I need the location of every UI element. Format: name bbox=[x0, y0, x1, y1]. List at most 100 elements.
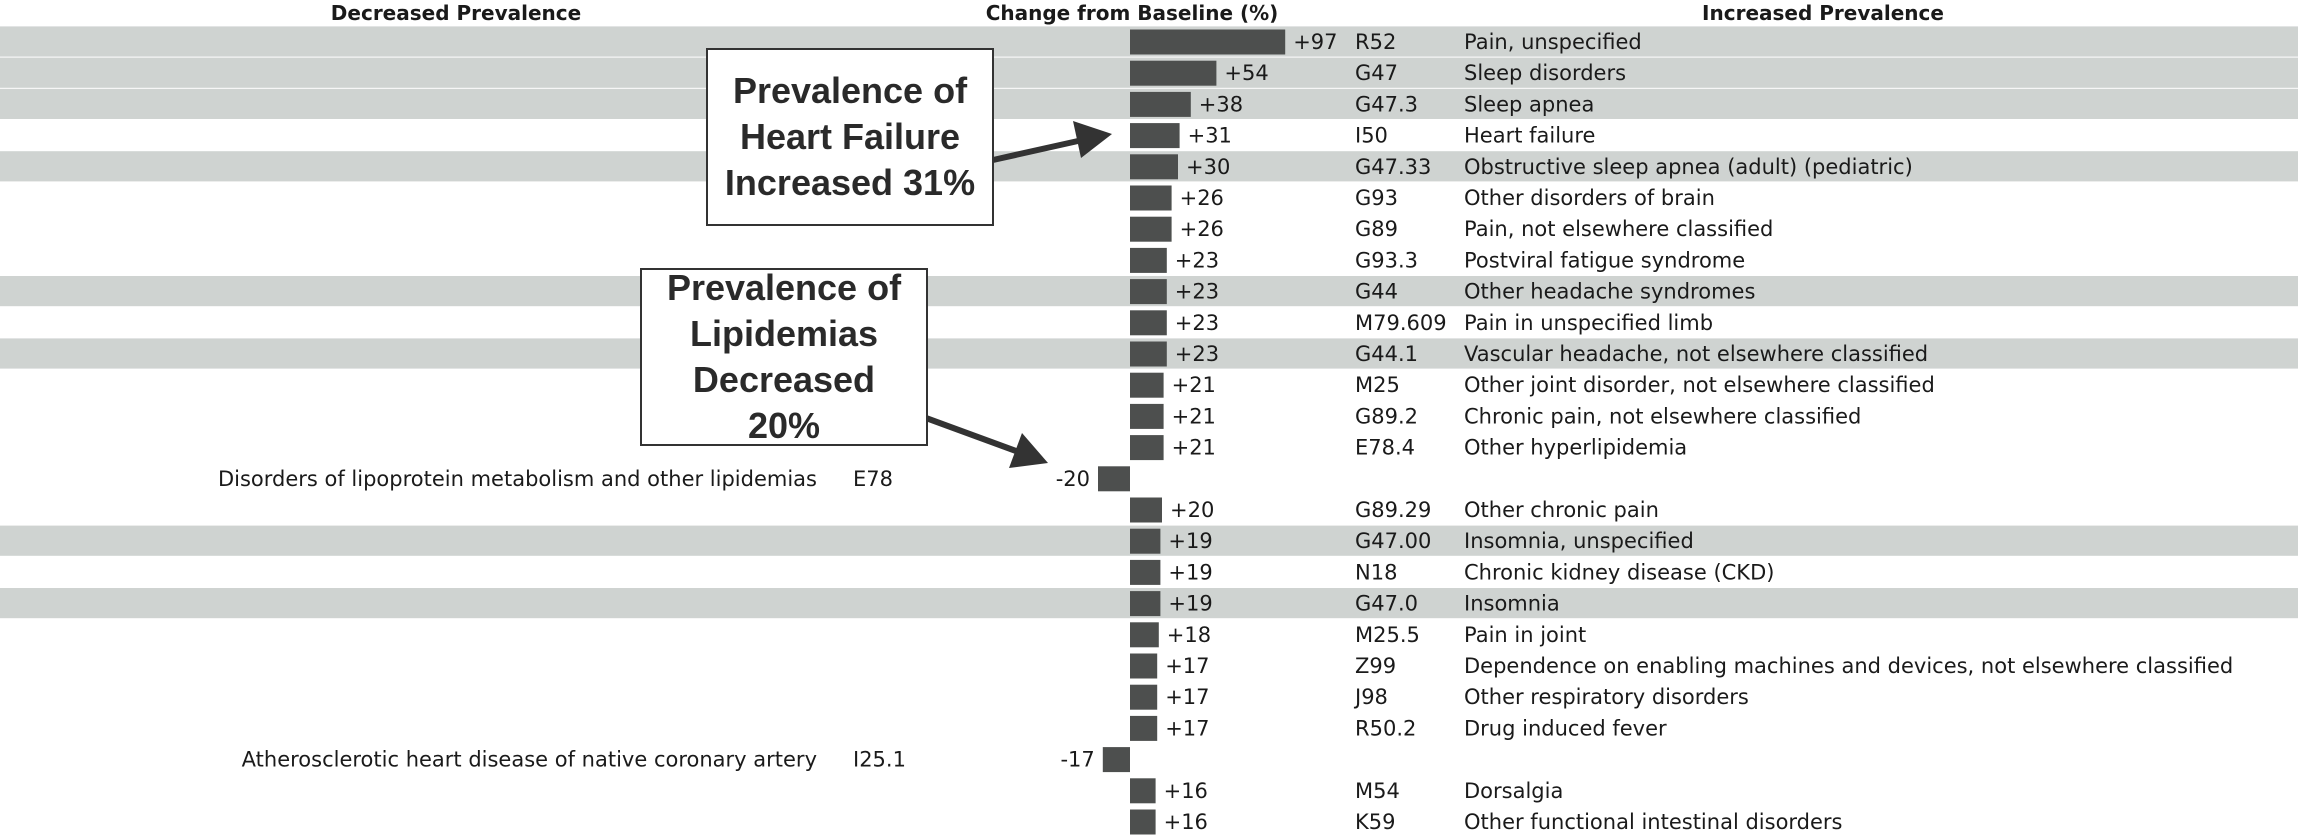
code-label: G89.29 bbox=[1355, 498, 1431, 522]
heart-failure-callout-line2: Heart Failure bbox=[739, 116, 961, 157]
bar bbox=[1130, 185, 1172, 211]
code-label: G89 bbox=[1355, 217, 1398, 241]
heart-failure-callout-line3: Increased 31% bbox=[724, 162, 976, 203]
value-label: +17 bbox=[1165, 685, 1209, 709]
bar bbox=[1098, 466, 1130, 492]
description-label: Other disorders of brain bbox=[1464, 186, 1715, 210]
code-label: M25 bbox=[1355, 373, 1400, 397]
value-label: +23 bbox=[1175, 248, 1219, 272]
description-label: Heart failure bbox=[1464, 124, 1595, 148]
code-label: G44 bbox=[1355, 280, 1398, 304]
bar bbox=[1130, 123, 1180, 149]
code-label: G93.3 bbox=[1355, 248, 1418, 272]
bar bbox=[1130, 341, 1167, 367]
bar bbox=[1130, 684, 1158, 710]
description-label: Dorsalgia bbox=[1464, 779, 1563, 803]
bar bbox=[1130, 591, 1161, 617]
bar bbox=[1130, 29, 1286, 55]
description-label: Pain in unspecified limb bbox=[1464, 311, 1713, 335]
heart-failure-arrow-shaft bbox=[992, 138, 1079, 163]
code-label: I25.1 bbox=[853, 748, 906, 772]
description-label: Insomnia bbox=[1464, 592, 1560, 616]
value-label: +16 bbox=[1164, 779, 1208, 803]
description-label: Disorders of lipoprotein metabolism and … bbox=[218, 467, 817, 491]
bar bbox=[1130, 247, 1167, 273]
callout-arrows bbox=[924, 121, 1112, 468]
code-label: Z99 bbox=[1355, 654, 1396, 678]
value-label: +17 bbox=[1165, 654, 1209, 678]
heart-failure-callout-line1: Prevalence of bbox=[732, 70, 968, 111]
value-label: +21 bbox=[1172, 373, 1216, 397]
code-label: E78.4 bbox=[1355, 436, 1415, 460]
header-increased: Increased Prevalence bbox=[1702, 1, 1944, 25]
bar bbox=[1130, 778, 1156, 804]
code-label: R52 bbox=[1355, 30, 1396, 54]
description-label: Atherosclerotic heart disease of native … bbox=[242, 748, 817, 772]
value-label: +17 bbox=[1165, 716, 1209, 740]
bar bbox=[1130, 622, 1159, 648]
code-label: G47 bbox=[1355, 61, 1398, 85]
bar bbox=[1130, 715, 1158, 741]
description-label: Other headache syndromes bbox=[1464, 280, 1755, 304]
bar bbox=[1130, 435, 1164, 461]
code-label: M25.5 bbox=[1355, 623, 1420, 647]
value-label: +21 bbox=[1172, 404, 1216, 428]
description-label: Pain, unspecified bbox=[1464, 30, 1642, 54]
bar bbox=[1130, 310, 1167, 336]
description-label: Pain in joint bbox=[1464, 623, 1586, 647]
code-label: G93 bbox=[1355, 186, 1398, 210]
value-label: +26 bbox=[1180, 186, 1224, 210]
description-label: Other hyperlipidemia bbox=[1464, 436, 1687, 460]
header-decreased: Decreased Prevalence bbox=[331, 1, 581, 25]
bar bbox=[1130, 91, 1191, 117]
bar bbox=[1130, 154, 1178, 180]
value-label: +19 bbox=[1168, 592, 1212, 616]
value-label: +97 bbox=[1293, 30, 1337, 54]
value-label: +19 bbox=[1168, 560, 1212, 584]
heart-failure-arrow-head bbox=[1073, 121, 1112, 158]
lipidemias-callout-line1: Prevalence of bbox=[666, 267, 902, 308]
lipidemias-arrow-shaft bbox=[924, 415, 1018, 454]
description-label: Postviral fatigue syndrome bbox=[1464, 248, 1745, 272]
bar bbox=[1130, 60, 1217, 86]
description-label: Obstructive sleep apnea (adult) (pediatr… bbox=[1464, 155, 1913, 179]
description-label: Other chronic pain bbox=[1464, 498, 1659, 522]
bar bbox=[1130, 279, 1167, 305]
code-label: R50.2 bbox=[1355, 716, 1416, 740]
value-label: +23 bbox=[1175, 311, 1219, 335]
description-label: Drug induced fever bbox=[1464, 716, 1667, 740]
value-label: +23 bbox=[1175, 280, 1219, 304]
bar bbox=[1130, 372, 1164, 398]
value-label: +16 bbox=[1164, 810, 1208, 834]
code-label: N18 bbox=[1355, 560, 1397, 584]
header-change: Change from Baseline (%) bbox=[986, 1, 1279, 25]
code-label: M79.609 bbox=[1355, 311, 1447, 335]
code-label: G89.2 bbox=[1355, 404, 1418, 428]
description-label: Pain, not elsewhere classified bbox=[1464, 217, 1773, 241]
description-label: Vascular headache, not elsewhere classif… bbox=[1464, 342, 1928, 366]
code-label: E78 bbox=[853, 467, 893, 491]
bar bbox=[1130, 403, 1164, 429]
code-label: G47.33 bbox=[1355, 155, 1431, 179]
value-label: -20 bbox=[1056, 467, 1090, 491]
bar bbox=[1130, 528, 1161, 554]
lipidemias-callout-line2: Lipidemias bbox=[689, 313, 879, 354]
lipidemias-arrow-head bbox=[1009, 433, 1048, 468]
value-label: +54 bbox=[1224, 61, 1268, 85]
bar bbox=[1130, 216, 1172, 242]
heart-failure-callout: Prevalence of Heart Failure Increased 31… bbox=[706, 48, 994, 226]
value-label: +20 bbox=[1170, 498, 1214, 522]
description-label: Other functional intestinal disorders bbox=[1464, 810, 1843, 834]
value-label: +19 bbox=[1168, 529, 1212, 553]
description-label: Dependence on enabling machines and devi… bbox=[1464, 654, 2233, 678]
description-label: Chronic pain, not elsewhere classified bbox=[1464, 404, 1861, 428]
value-label: -17 bbox=[1060, 748, 1094, 772]
value-label: +38 bbox=[1199, 92, 1243, 116]
code-label: G47.3 bbox=[1355, 92, 1418, 116]
code-label: K59 bbox=[1355, 810, 1396, 834]
description-label: Other joint disorder, not elsewhere clas… bbox=[1464, 373, 1935, 397]
value-label: +18 bbox=[1167, 623, 1211, 647]
code-label: I50 bbox=[1355, 124, 1388, 148]
bar bbox=[1130, 809, 1156, 835]
